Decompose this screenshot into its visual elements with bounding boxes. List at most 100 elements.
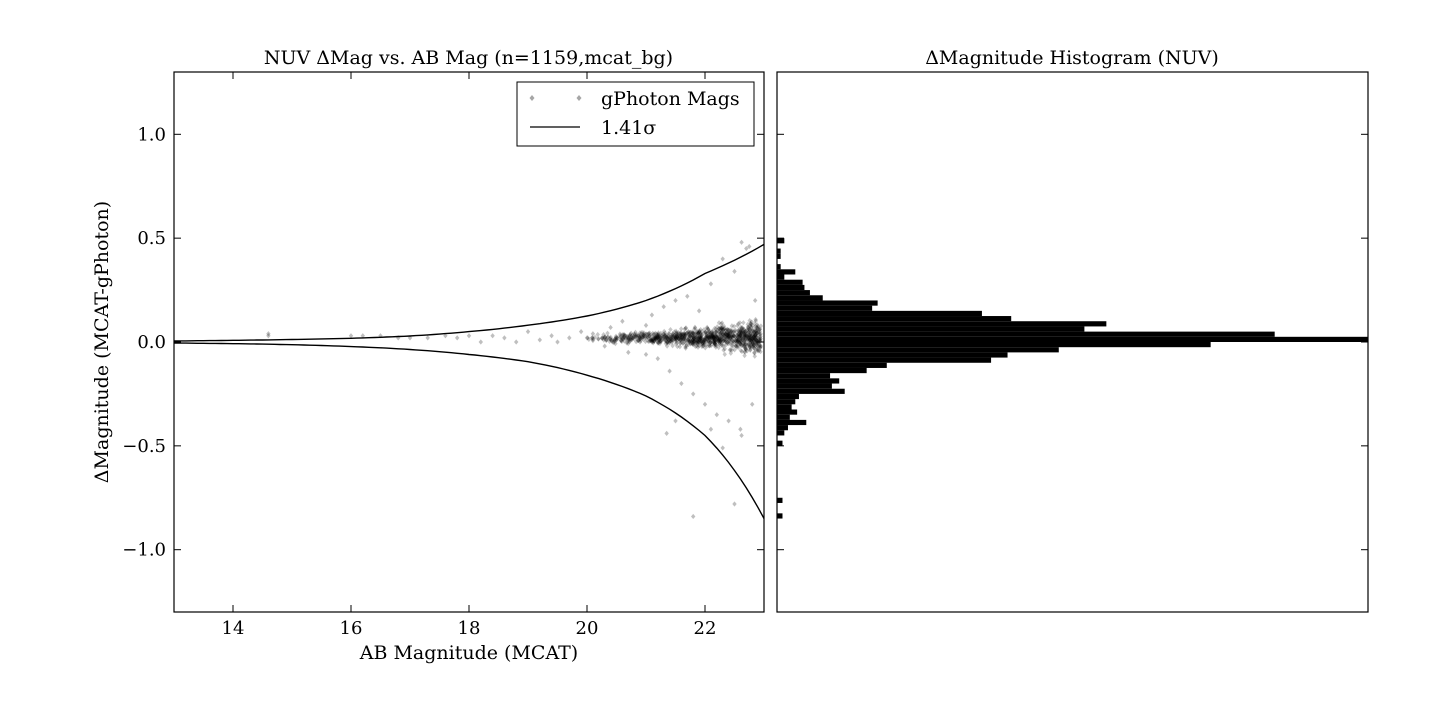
scatter-point <box>682 334 687 341</box>
scatter-point <box>738 331 743 337</box>
scatter-point <box>614 337 619 343</box>
scatter-point <box>639 334 644 340</box>
scatter-point <box>635 333 641 339</box>
scatter-point <box>706 329 712 335</box>
scatter-point <box>628 336 634 342</box>
scatter-point <box>720 331 726 337</box>
scatter-point <box>631 334 637 340</box>
scatter-point <box>755 343 760 349</box>
scatter-point <box>710 331 716 337</box>
scatter-point <box>754 340 760 346</box>
scatter-point <box>698 334 703 340</box>
scatter-point <box>641 336 646 342</box>
scatter-point <box>712 340 717 346</box>
scatter-point <box>714 342 719 348</box>
scatter-point <box>672 329 677 335</box>
scatter-point <box>607 336 613 342</box>
scatter-point <box>742 331 748 337</box>
scatter-point <box>729 335 734 341</box>
scatter-point <box>741 329 746 336</box>
scatter-point <box>702 341 707 347</box>
scatter-point <box>665 339 670 345</box>
scatter-point <box>627 332 633 338</box>
scatter-point <box>694 335 699 341</box>
scatter-point <box>720 327 725 333</box>
scatter-point <box>752 329 757 335</box>
scatter-point <box>722 351 727 357</box>
scatter-point <box>678 332 684 338</box>
scatter-point <box>754 340 759 346</box>
scatter-point <box>691 334 696 340</box>
legend-box <box>516 81 755 147</box>
scatter-point <box>647 333 652 339</box>
scatter-point <box>714 335 720 341</box>
scatter-point <box>698 339 703 345</box>
scatter-point <box>734 342 739 349</box>
scatter-point <box>634 333 639 339</box>
scatter-point <box>670 335 675 341</box>
scatter-point <box>644 331 650 337</box>
scatter-point <box>721 337 727 343</box>
scatter-point <box>680 340 686 346</box>
scatter-point <box>749 333 754 339</box>
scatter-point <box>590 331 596 337</box>
scatter-point <box>731 323 737 329</box>
scatter-point <box>615 335 621 341</box>
scatter-point <box>712 337 717 343</box>
scatter-point <box>704 333 710 339</box>
scatter-point <box>748 342 754 349</box>
histogram-bar <box>777 305 873 311</box>
scatter-point <box>696 330 701 337</box>
scatter-point <box>714 412 719 418</box>
scatter-point <box>655 334 661 341</box>
scatter-point <box>715 336 720 342</box>
scatter-point <box>748 327 753 333</box>
scatter-point <box>696 329 702 335</box>
scatter-point <box>722 331 727 337</box>
scatter-point <box>690 330 696 336</box>
scatter-point <box>731 338 737 345</box>
scatter-point <box>742 329 747 336</box>
scatter-point <box>722 332 728 339</box>
scatter-point <box>692 339 698 345</box>
scatter-point <box>622 332 627 338</box>
scatter-point <box>742 337 747 343</box>
scatter-point <box>661 328 667 334</box>
scatter-point <box>753 328 758 334</box>
scatter-point <box>736 331 741 337</box>
scatter-point <box>641 332 646 338</box>
scatter-point <box>657 333 662 339</box>
scatter-point <box>621 335 626 341</box>
scatter-point <box>655 332 660 338</box>
scatter-point <box>662 330 668 336</box>
scatter-point <box>752 333 757 339</box>
scatter-point <box>623 335 629 341</box>
scatter-point <box>637 334 642 341</box>
scatter-point <box>736 327 742 333</box>
scatter-point <box>658 338 663 344</box>
scatter-point <box>656 330 661 336</box>
scatter-point <box>754 328 759 334</box>
scatter-point <box>704 334 709 340</box>
scatter-point <box>712 338 718 344</box>
scatter-point <box>751 337 757 344</box>
scatter-point <box>611 339 616 346</box>
scatter-point <box>711 340 716 346</box>
scatter-point <box>613 335 619 341</box>
scatter-point <box>691 330 697 336</box>
scatter-point <box>723 339 728 345</box>
scatter-point <box>707 328 712 334</box>
scatter-point <box>737 340 742 346</box>
scatter-point <box>748 323 754 329</box>
scatter-point <box>695 338 700 344</box>
scatter-point <box>707 335 712 341</box>
scatter-point <box>658 330 664 336</box>
scatter-point <box>266 333 271 339</box>
scatter-point <box>646 331 652 337</box>
scatter-point <box>712 338 718 344</box>
histogram-bar <box>777 274 785 280</box>
scatter-point <box>711 335 716 341</box>
scatter-point <box>602 334 608 340</box>
scatter-point <box>664 334 670 340</box>
scatter-point <box>681 332 686 338</box>
